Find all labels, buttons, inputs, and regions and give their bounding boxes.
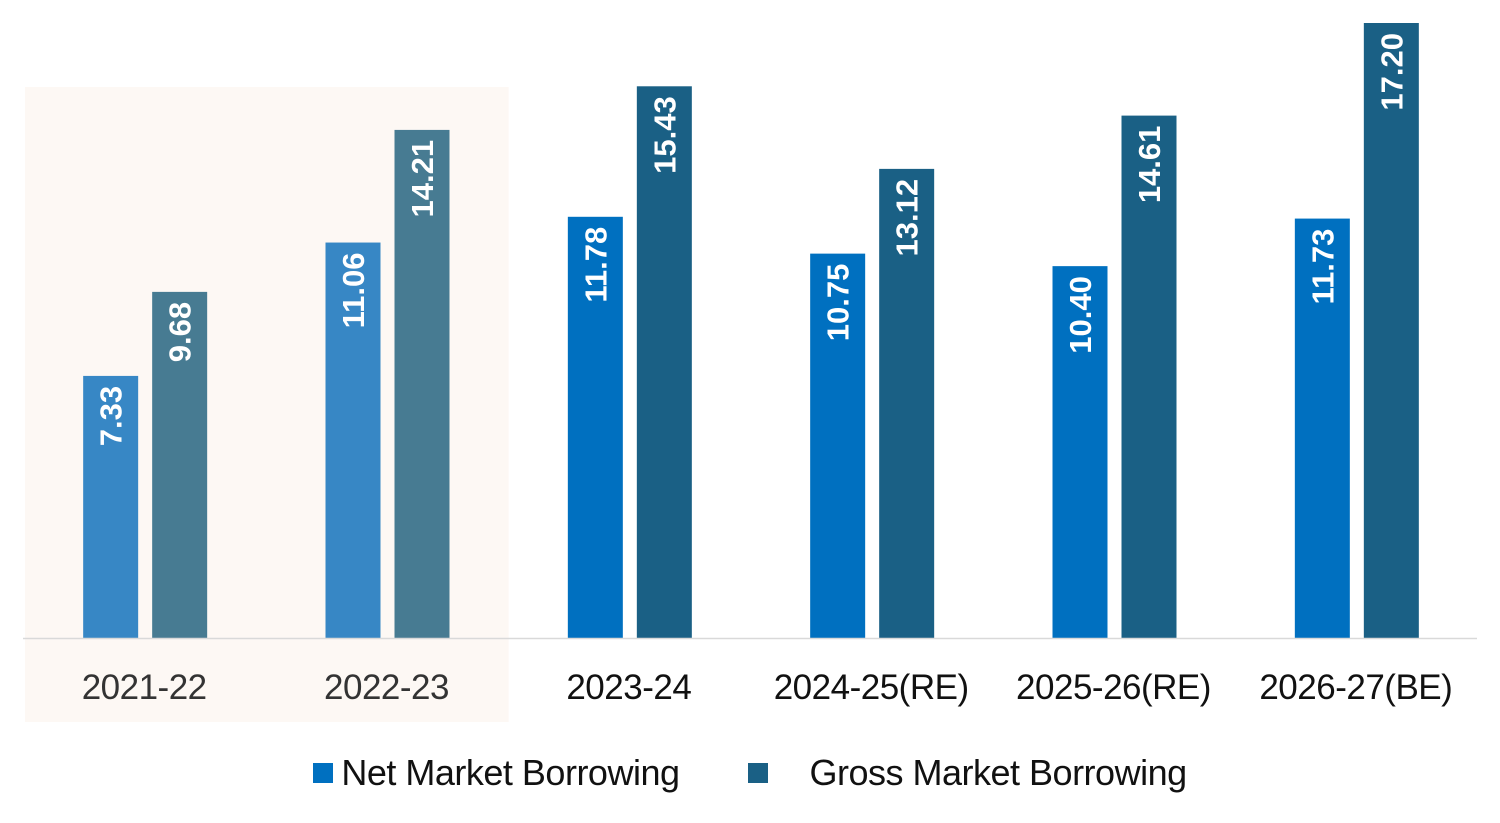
- data-label: 15.43: [647, 96, 682, 174]
- x-tick-label: 2021-22: [82, 668, 207, 707]
- data-label: 10.40: [1063, 276, 1098, 354]
- legend-swatch-net: [313, 763, 334, 783]
- data-label: 13.12: [890, 179, 925, 257]
- legend-item-net: Net Market Borrowing: [313, 752, 680, 794]
- legend-item-gross: Gross Market Borrowing: [747, 752, 1188, 794]
- bar-net-2025-26(RE): [1052, 266, 1108, 638]
- data-label: 7.33: [94, 386, 129, 446]
- data-label: 11.78: [578, 227, 613, 303]
- legend-label-net: Net Market Borrowing: [341, 752, 680, 793]
- data-label: 10.75: [821, 264, 856, 342]
- data-label: 17.20: [1374, 33, 1409, 111]
- data-label: 11.06: [336, 253, 371, 329]
- x-tick-label: 2025-26(RE): [1016, 668, 1211, 707]
- x-tick-label: 2022-23: [324, 668, 449, 707]
- data-label: 11.73: [1305, 229, 1340, 305]
- bar-gross-2025-26(RE): [1121, 115, 1177, 639]
- data-label: 14.21: [405, 140, 440, 218]
- bar-gross-2022-23: [394, 129, 450, 638]
- legend: Net Market Borrowing Gross Market Borrow…: [0, 752, 1500, 794]
- x-tick-label: 2023-24: [566, 668, 691, 707]
- bar-net-2022-23: [325, 242, 381, 638]
- legend-swatch-gross: [747, 763, 768, 783]
- data-label: 9.68: [163, 302, 198, 362]
- x-tick-label: 2026-27(BE): [1259, 668, 1452, 707]
- bar-net-2024-25(RE): [810, 253, 866, 638]
- x-tick-label: 2024-25(RE): [774, 668, 969, 707]
- data-label: 14.61: [1132, 126, 1167, 204]
- bar-gross-2026-27(BE): [1363, 23, 1419, 638]
- bar-gross-2023-24: [636, 86, 692, 639]
- bar-net-2026-27(BE): [1294, 218, 1350, 639]
- bar-gross-2024-25(RE): [879, 168, 935, 638]
- bar-net-2023-24: [567, 216, 623, 638]
- bar-gross-2021-22: [152, 291, 208, 638]
- legend-label-gross: Gross Market Borrowing: [809, 752, 1188, 793]
- bar-net-2021-22: [83, 375, 139, 638]
